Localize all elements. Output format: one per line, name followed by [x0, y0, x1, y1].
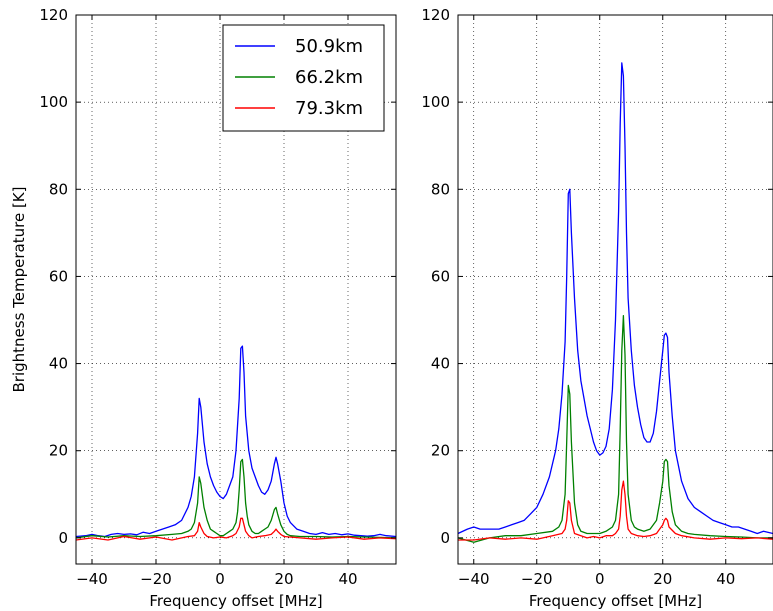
- left-x-tick-label: 0: [215, 570, 225, 588]
- legend-box: [222, 24, 385, 132]
- left-y-tick-label: 20: [49, 442, 68, 460]
- left-y-tick-label: 40: [49, 355, 68, 373]
- left-plot-frame: [75, 14, 397, 565]
- right-chart-panel: −40 −20 0 20 40 0 20 40 60 80 100 120 Frequency off…: [421, 6, 773, 610]
- left-x-tick-label: −20: [140, 570, 172, 588]
- legend-label-1: 50.9km: [295, 36, 363, 57]
- left-x-tick-label: 40: [338, 570, 357, 588]
- right-y-tick-label: 20: [431, 442, 450, 460]
- left-series-line-1: [75, 345, 397, 538]
- right-y-tick-label: 100: [421, 93, 450, 111]
- left-ticks: −40 −20 0 20 40 0 20 40 60 80 100 120: [39, 6, 396, 588]
- right-y-tick-label: 120: [421, 6, 450, 24]
- right-series-line-3: [458, 480, 773, 541]
- right-y-tick-label: 80: [431, 180, 450, 198]
- left-series-line-3: [75, 517, 397, 541]
- left-y-tick-label: 0: [58, 529, 68, 547]
- right-x-tick-label: 20: [653, 570, 672, 588]
- right-series-line-1: [457, 62, 773, 535]
- right-x-tick-label: 40: [716, 570, 735, 588]
- left-y-tick-label: 120: [39, 6, 68, 24]
- right-series-line-2: [457, 314, 773, 543]
- right-x-tick-label: −20: [521, 570, 553, 588]
- right-y-tick-label: 0: [440, 529, 450, 547]
- left-y-tick-label: 80: [49, 180, 68, 198]
- left-series-line-2: [75, 458, 397, 539]
- left-series-group: [75, 345, 397, 541]
- legend-label-3: 79.3km: [295, 98, 363, 119]
- legend: 50.9km 66.2km 79.3km: [222, 24, 385, 132]
- right-x-tick-label: 0: [595, 570, 605, 588]
- right-plot-frame: [457, 14, 773, 565]
- left-y-axis-label: Brightness Temperature [K]: [10, 187, 28, 393]
- left-y-tick-label: 100: [39, 93, 68, 111]
- right-series-group: [457, 62, 773, 543]
- left-chart-panel: −40 −20 0 20 40 0 20 40 60 80 100 120 Frequency off…: [10, 6, 397, 610]
- right-y-tick-label: 40: [431, 355, 450, 373]
- right-x-tick-label: −40: [458, 570, 490, 588]
- right-grid: [458, 14, 773, 564]
- legend-label-2: 66.2km: [295, 67, 363, 88]
- left-x-tick-label: 20: [274, 570, 293, 588]
- right-ticks: −40 −20 0 20 40 0 20 40 60 80 100 120: [421, 6, 773, 588]
- left-y-tick-label: 60: [49, 267, 68, 285]
- right-x-axis-label: Frequency offset [MHz]: [529, 592, 702, 610]
- right-y-tick-label: 60: [431, 267, 450, 285]
- left-x-tick-label: −40: [76, 570, 108, 588]
- left-x-axis-label: Frequency offset [MHz]: [149, 592, 322, 610]
